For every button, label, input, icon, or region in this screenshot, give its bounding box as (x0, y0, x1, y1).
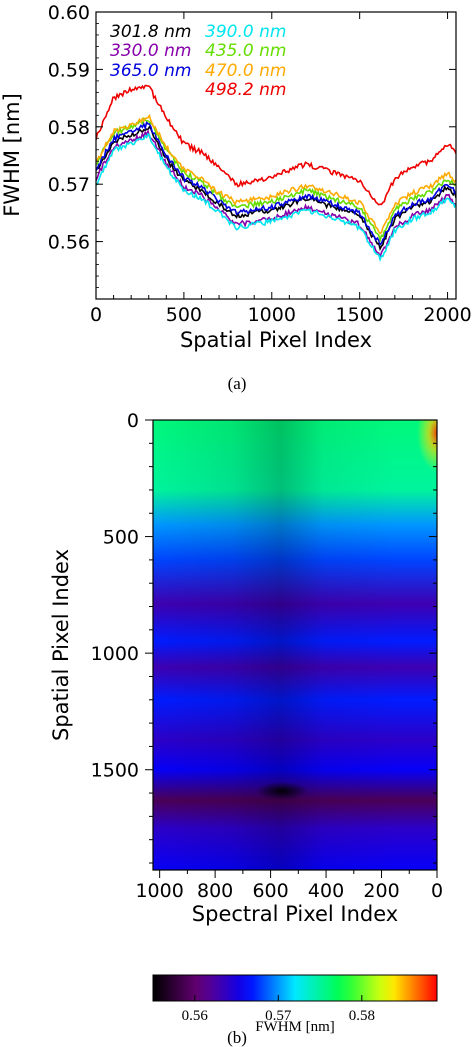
heatmap-x-tick-label: 200 (363, 880, 399, 902)
y-axis-label: FWHM [nm] (0, 93, 24, 217)
heatmap-y-tick-label: 0 (127, 410, 139, 432)
series-line (96, 128, 456, 260)
series-line (96, 84, 456, 206)
heatmap-edge-glow (380, 420, 437, 530)
y-tick-label: 0.57 (48, 174, 90, 196)
heatmap: 1000 800 600 400 200 0 0 500 1000 1500 Spectral P… (49, 410, 443, 926)
heatmap-y-tick-label: 1000 (91, 643, 139, 665)
heatmap-ticks: 1000 800 600 400 200 0 0 500 1000 1500 (91, 410, 443, 902)
series-line (96, 113, 456, 235)
legend-entry: 330.0 nm (110, 41, 191, 61)
plot-frame (95, 11, 457, 300)
x-tick-label: 0 (90, 304, 102, 326)
legend-entry: 301.8 nm (110, 22, 191, 42)
y-tick-label: 0.60 (48, 2, 90, 24)
x-tick-label: 500 (166, 304, 202, 326)
colorbar-tick-label: 0.57 (265, 1008, 292, 1024)
heatmap-x-tick-label: 1000 (135, 880, 183, 902)
colorbar-gradient (152, 974, 438, 1002)
y-tick-label: 0.59 (48, 59, 90, 81)
caption-a: (a) (228, 374, 247, 393)
y-tick-label: 0.58 (48, 117, 90, 139)
legend-entry: 365.0 nm (110, 61, 191, 81)
heatmap-frame (152, 419, 438, 871)
axis-ticks: 0 500 1000 1500 2000 0.56 0.57 0.58 0.59 0.60 (48, 2, 472, 326)
legend-entry: 498.2 nm (205, 80, 286, 100)
colorbar-tick-label: 0.56 (182, 1008, 209, 1024)
heatmap-x-tick-label: 0 (431, 880, 443, 902)
heatmap-x-tick-label: 400 (308, 880, 344, 902)
heatmap-x-tick-label: 600 (252, 880, 288, 902)
colorbar-label: FWHM [nm] (255, 1019, 335, 1035)
x-axis-label: Spatial Pixel Index (180, 328, 372, 352)
heatmap-y-axis-label: Spatial Pixel Index (49, 549, 73, 741)
heatmap-x-axis-label: Spectral Pixel Index (192, 902, 398, 926)
series-line (96, 125, 456, 252)
y-tick-label: 0.56 (48, 232, 90, 254)
series-line (96, 120, 456, 246)
legend-entry: 390.0 nm (205, 22, 286, 42)
colorbar-ticks: 0.56 0.57 0.58 (182, 995, 375, 1024)
series-line (96, 117, 456, 244)
colorbar: 0.56 0.57 0.58 FWHM [nm] (152, 974, 438, 1035)
heatmap-x-tick-label: 800 (197, 880, 233, 902)
line-chart: 0 500 1000 1500 2000 0.56 0.57 0.58 0.59 0.60 301… (0, 2, 472, 352)
legend-entry: 435.0 nm (205, 41, 286, 61)
caption-b: (b) (227, 1028, 247, 1047)
legend-entry: 470.0 nm (205, 61, 286, 81)
series-lines (96, 84, 456, 263)
x-tick-label: 1000 (248, 304, 296, 326)
colorbar-tick-label: 0.58 (349, 1008, 375, 1024)
heatmap-y-tick-label: 1500 (91, 760, 139, 782)
x-tick-label: 1500 (335, 304, 383, 326)
series-line (96, 132, 456, 263)
heatmap-min-spot (256, 782, 308, 800)
x-tick-label: 2000 (423, 304, 471, 326)
heatmap-y-tick-label: 500 (103, 527, 139, 549)
